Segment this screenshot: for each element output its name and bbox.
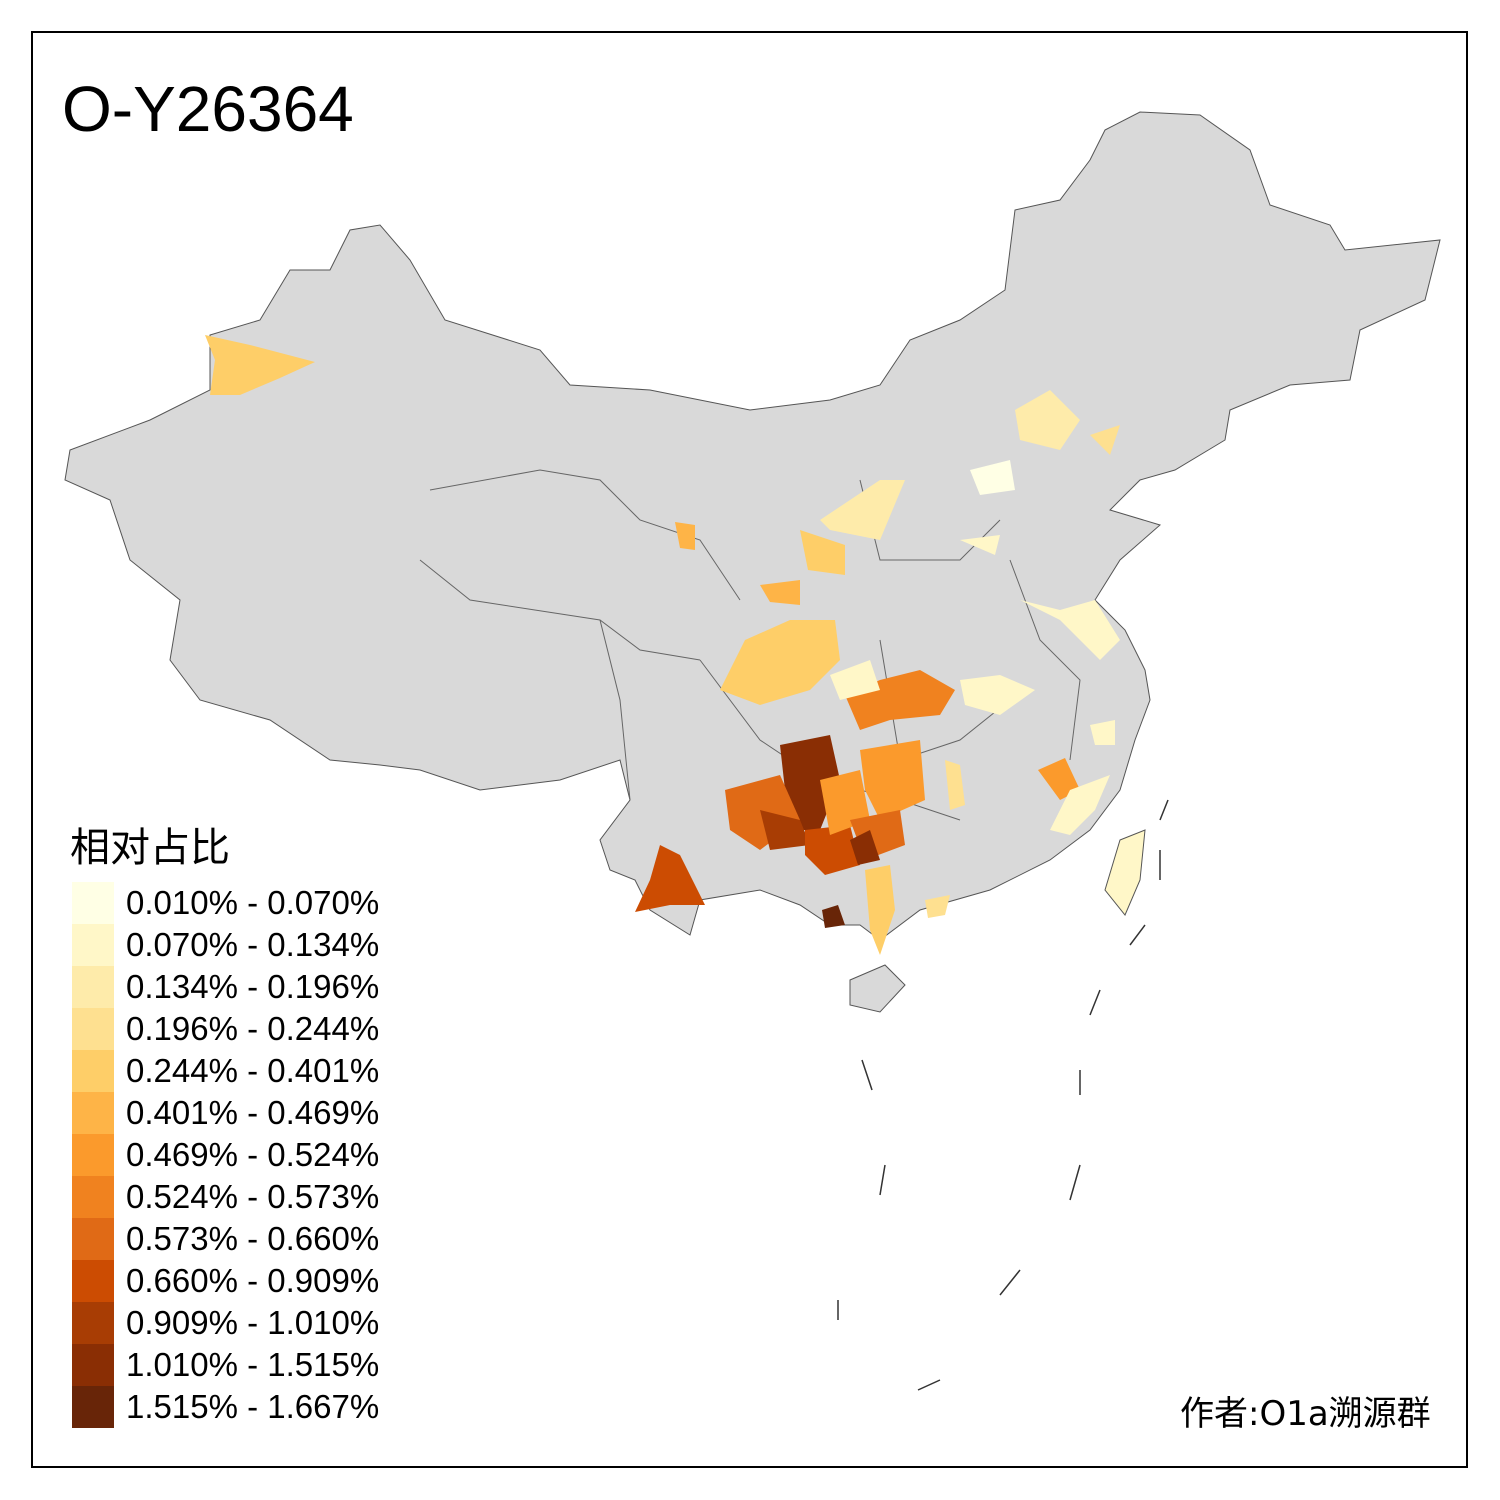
region-qinghai	[675, 522, 695, 550]
legend-swatch	[72, 1134, 114, 1176]
region-xishuangbanna	[635, 845, 705, 912]
legend: 0.010% - 0.070% 0.070% - 0.134% 0.134% - 0…	[72, 882, 379, 1428]
region-fujian-coast	[1050, 775, 1110, 835]
region-guangdong-e	[925, 895, 950, 918]
legend-swatch	[72, 1218, 114, 1260]
region-ili	[205, 335, 315, 395]
legend-swatch	[72, 1050, 114, 1092]
legend-swatch	[72, 1176, 114, 1218]
legend-label: 0.070% - 0.134%	[126, 926, 380, 963]
map-frame	[31, 31, 1468, 1468]
map-title: O-Y26364	[62, 73, 354, 145]
legend-swatch	[72, 1008, 114, 1050]
legend-label: 0.196% - 0.244%	[126, 1010, 380, 1047]
region-hechi	[850, 830, 880, 865]
region-guizhou-sw	[760, 810, 810, 850]
legend-label: 0.010% - 0.070%	[126, 884, 380, 921]
legend-swatch	[72, 1302, 114, 1344]
region-chongzuo	[822, 905, 845, 928]
legend-label: 0.469% - 0.524%	[126, 1136, 380, 1173]
region-north	[820, 480, 905, 540]
legend-item: 0.401% - 0.469%	[72, 1092, 379, 1134]
legend-item: 0.909% - 1.010%	[72, 1302, 379, 1344]
legend-item: 1.010% - 1.515%	[72, 1344, 379, 1386]
legend-label: 1.010% - 1.515%	[126, 1346, 380, 1383]
region-gansu	[760, 580, 800, 605]
region-liaoning	[1090, 425, 1120, 455]
hainan	[849, 964, 906, 1013]
legend-label: 0.660% - 0.909%	[126, 1262, 380, 1299]
legend-swatch	[72, 1092, 114, 1134]
region-zhejiang	[1090, 720, 1115, 745]
legend-item: 1.515% - 1.667%	[72, 1386, 379, 1428]
region-hunan	[860, 740, 925, 820]
legend-label: 0.244% - 0.401%	[126, 1052, 380, 1089]
legend-item: 0.244% - 0.401%	[72, 1050, 379, 1092]
legend-label: 0.524% - 0.573%	[126, 1178, 380, 1215]
legend-label: 0.573% - 0.660%	[126, 1220, 380, 1257]
legend-swatch	[72, 882, 114, 924]
legend-title: 相对占比	[70, 825, 230, 871]
legend-label: 0.134% - 0.196%	[126, 968, 380, 1005]
region-fujian	[1038, 758, 1080, 800]
legend-swatch	[72, 1344, 114, 1386]
legend-item: 0.134% - 0.196%	[72, 966, 379, 1008]
region-beijing	[1015, 390, 1080, 450]
legend-swatch	[72, 1386, 114, 1428]
legend-swatch	[72, 924, 114, 966]
region-jiangsu	[1020, 600, 1120, 660]
region-hubei	[830, 660, 880, 700]
region-hebei	[970, 460, 1015, 495]
region-shaanxi	[800, 530, 845, 575]
region-shandong	[960, 535, 1000, 555]
legend-item: 0.524% - 0.573%	[72, 1176, 379, 1218]
legend-label: 0.909% - 1.010%	[126, 1304, 380, 1341]
region-anhui	[960, 675, 1035, 715]
legend-item: 0.573% - 0.660%	[72, 1218, 379, 1260]
legend-label: 1.515% - 1.667%	[126, 1388, 380, 1425]
legend-item: 0.660% - 0.909%	[72, 1260, 379, 1302]
region-sichuan	[720, 620, 840, 705]
legend-item: 0.010% - 0.070%	[72, 882, 379, 924]
region-guangxi	[805, 825, 860, 875]
region-fills	[205, 335, 1120, 955]
legend-item: 0.469% - 0.524%	[72, 1134, 379, 1176]
region-jiangxi	[945, 760, 965, 810]
legend-swatch	[72, 966, 114, 1008]
taiwan	[1104, 829, 1146, 916]
author-credit: 作者:O1a溯源群	[1180, 1394, 1431, 1434]
legend-swatch	[72, 1260, 114, 1302]
legend-item: 0.196% - 0.244%	[72, 1008, 379, 1050]
legend-item: 0.070% - 0.134%	[72, 924, 379, 966]
region-guangdong-w	[865, 865, 895, 955]
south-china-sea-islands	[837, 799, 1169, 1391]
legend-label: 0.401% - 0.469%	[126, 1094, 380, 1131]
